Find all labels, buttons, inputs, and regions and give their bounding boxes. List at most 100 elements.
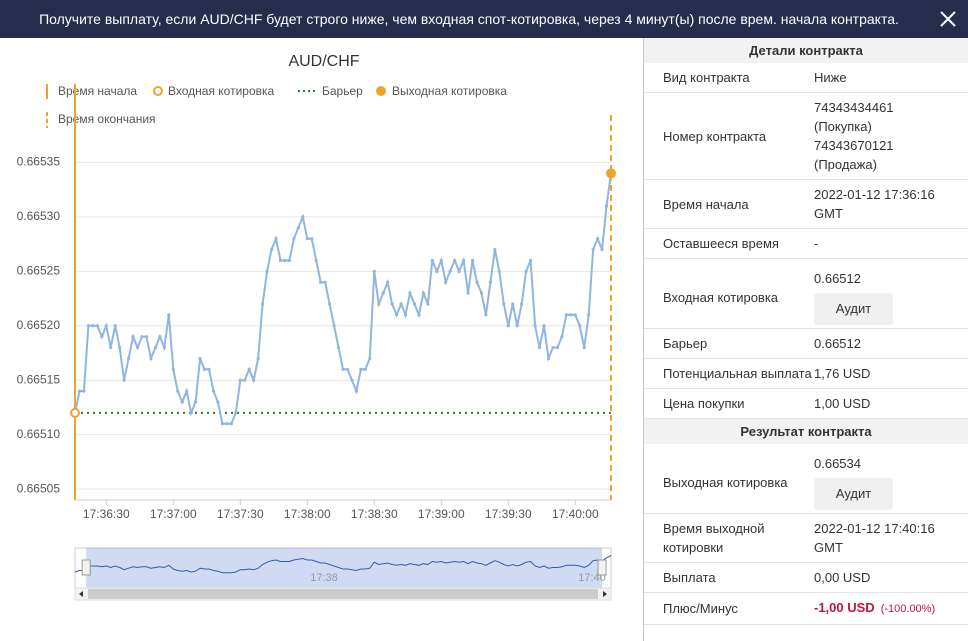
close-button[interactable]	[940, 11, 956, 27]
row-label: Плюс/Минус	[644, 599, 814, 618]
y-tick-label: 0.66525	[17, 264, 61, 278]
chart: AUD/CHF Время начала Входная котировка Б…	[16, 53, 616, 601]
value-text: Ниже	[814, 70, 847, 85]
price-dot	[363, 367, 367, 371]
price-dot	[417, 313, 421, 317]
value-line: -	[814, 234, 968, 253]
price-dot	[274, 237, 278, 241]
label-line: котировки	[663, 540, 724, 555]
navigator-label: 17:38	[310, 572, 338, 584]
price-dot	[341, 367, 345, 371]
row-value: 74343434461 (Покупка) 74343670121 (Продажа)	[814, 98, 968, 174]
price-dot	[185, 389, 189, 393]
price-dot	[435, 269, 439, 273]
exit-spot	[606, 168, 616, 179]
price-dot	[520, 302, 524, 306]
price-dot	[216, 400, 220, 404]
price-dot	[176, 389, 180, 393]
price-dot	[100, 335, 104, 339]
price-dot	[430, 258, 434, 263]
price-dot	[395, 313, 399, 317]
label-line: Потенциальная выплата	[663, 366, 812, 381]
price-dot	[493, 247, 497, 252]
price-dot	[600, 247, 604, 252]
audit-button[interactable]: Аудит	[814, 293, 893, 325]
value-text: -1,00 USD	[814, 600, 875, 615]
price-dot	[390, 302, 394, 306]
price-dot	[515, 324, 519, 328]
row-label: Номер контракта	[644, 127, 814, 146]
price-dot	[140, 335, 144, 339]
row-value: 0,00 USD	[814, 568, 968, 587]
price-dot	[439, 258, 443, 263]
row-value: 2022-01-12 17:36:16 GMT	[814, 185, 968, 223]
x-tick-label: 17:37:30	[217, 507, 264, 521]
price-dot	[511, 302, 515, 306]
price-dot	[537, 345, 542, 350]
section-title: Детали контракта	[644, 38, 968, 63]
y-tick-label: 0.66520	[17, 318, 61, 332]
value-line: GMT	[814, 538, 968, 557]
button-wrap: Аудит	[814, 288, 968, 325]
row-label: Время начала	[644, 195, 814, 214]
header-title: Получите выплату, если AUD/CHF будет стр…	[39, 11, 899, 27]
detail-row: Номер контракта 74343434461 (Покупка) 74343…	[644, 93, 968, 180]
price-dot	[484, 313, 488, 317]
price-dot	[542, 324, 546, 328]
y-tick-label: 0.66505	[17, 481, 61, 495]
detail-row: Потенциальная выплата 1,76 USD	[644, 359, 968, 389]
price-dot	[372, 269, 376, 273]
row-label: Входная котировка	[644, 288, 814, 307]
row-label: Потенциальная выплата	[644, 364, 814, 383]
x-tick-label: 17:36:30	[83, 507, 130, 521]
y-tick-label: 0.66535	[17, 155, 61, 169]
row-value: 1,76 USD	[814, 364, 968, 383]
detail-row: Выходная котировка 0.66534 Аудит	[644, 444, 968, 514]
price-dot	[470, 258, 475, 263]
navigator-line	[74, 555, 612, 574]
dialog-header: Получите выплату, если AUD/CHF будет стр…	[0, 0, 968, 38]
label-line: Время начала	[663, 196, 749, 212]
price-dot	[261, 302, 265, 306]
row-value: -1,00 USD (-100.00%)	[814, 598, 968, 619]
price-dot	[287, 258, 291, 263]
value-text: (Продажа)	[814, 157, 877, 172]
price-dot	[475, 280, 479, 284]
y-tick-label: 0.66530	[17, 209, 61, 223]
row-value: 0.66534 Аудит	[814, 454, 968, 510]
detail-row: Барьер 0.66512	[644, 329, 968, 359]
entry-spot	[70, 407, 80, 418]
price-dot	[332, 324, 336, 328]
value-text: 0,00 USD	[814, 570, 871, 585]
x-tick-label: 17:38:30	[351, 507, 398, 521]
price-dot	[412, 302, 417, 306]
row-value: 1,00 USD	[814, 394, 968, 413]
row-value: 0.66512	[814, 334, 968, 353]
price-dot	[82, 389, 86, 393]
button-wrap: Аудит	[814, 473, 968, 510]
value-text: GMT	[814, 540, 843, 555]
audit-button[interactable]: Аудит	[814, 478, 893, 510]
label-line: Цена покупки	[663, 396, 745, 411]
value-text: 0.66534	[814, 456, 861, 471]
price-dot	[95, 324, 99, 328]
legend-label: Барьер	[322, 84, 363, 98]
price-dot	[247, 367, 251, 371]
price-dot	[109, 345, 113, 350]
value-text: 74343670121	[814, 138, 894, 153]
price-dot	[399, 302, 403, 306]
price-dot	[408, 291, 412, 295]
row-label: Цена покупки	[644, 394, 814, 413]
price-dot	[202, 367, 207, 371]
price-dot	[488, 280, 492, 284]
detail-row: Входная котировка 0.66512 Аудит	[644, 259, 968, 329]
value-line: (Покупка)	[814, 117, 968, 136]
price-dot	[198, 356, 202, 361]
navigator-selection	[86, 548, 603, 588]
price-dot	[314, 258, 318, 263]
price-dot	[336, 345, 341, 350]
label-line: Выходная котировка	[663, 474, 788, 490]
scroll-right	[603, 591, 607, 597]
price-dot	[328, 302, 332, 306]
value-text: (Покупка)	[814, 119, 872, 134]
